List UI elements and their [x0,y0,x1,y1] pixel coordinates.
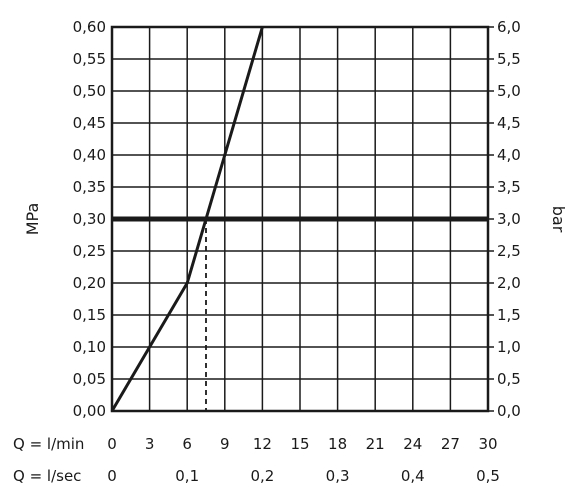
x-axis-lps-title: Q = l/sec [13,467,81,485]
x-axis-lps-tick-labels: 0 0,1 0,2 0,3 0,4 0,5 [107,467,500,485]
y-right-tick-label: 0,5 [497,370,521,388]
y-left-tick-label: 0,20 [73,274,106,292]
flow-curve [110,26,264,412]
x-lpm-tick-label: 18 [328,435,347,453]
x-lpm-tick-label: 21 [366,435,385,453]
x-lps-tick-label: 0,1 [175,467,199,485]
y-right-tick-label: 5,0 [497,82,521,100]
y-right-tick-label: 4,0 [497,146,521,164]
y-left-tick-label: 0,30 [73,210,106,228]
right-tick-marks [488,26,494,412]
y-right-tick-label: 1,0 [497,338,521,356]
right-axis-tick-labels: 0,0 0,5 1,0 1,5 2,0 2,5 3,0 3,5 4,0 4,5 5,0 5,5 6,0 [497,18,521,420]
x-axis-lpm-tick-labels: 0 3 6 9 12 15 18 21 24 27 30 [107,435,497,453]
x-lpm-tick-label: 0 [107,435,117,453]
left-axis-tick-labels: 0,00 0,05 0,10 0,15 0,20 0,25 0,30 0,35 0,40 0,45… [73,18,106,420]
y-left-tick-label: 0,50 [73,82,106,100]
x-lpm-tick-label: 30 [478,435,497,453]
y-left-tick-label: 0,40 [73,146,106,164]
y-left-tick-label: 0,55 [73,50,106,68]
y-axis-left-title: MPa [23,203,42,236]
y-left-tick-label: 0,60 [73,18,106,36]
x-lps-tick-label: 0,5 [476,467,500,485]
y-left-tick-label: 0,35 [73,178,106,196]
x-lps-tick-label: 0,4 [401,467,425,485]
y-right-tick-label: 0,0 [497,402,521,420]
y-axis-right-title: bar [549,206,568,233]
x-lpm-tick-label: 12 [253,435,272,453]
x-lpm-tick-label: 6 [182,435,192,453]
x-lpm-tick-label: 27 [441,435,460,453]
y-left-tick-label: 0,05 [73,370,106,388]
y-right-tick-label: 4,5 [497,114,521,132]
y-left-tick-label: 0,15 [73,306,106,324]
y-left-tick-label: 0,00 [73,402,106,420]
y-left-tick-label: 0,25 [73,242,106,260]
x-axis-lpm-title: Q = l/min [13,435,84,453]
y-right-tick-label: 6,0 [497,18,521,36]
y-right-tick-label: 3,5 [497,178,521,196]
y-right-tick-label: 2,0 [497,274,521,292]
x-lps-tick-label: 0 [107,467,117,485]
y-left-tick-label: 0,45 [73,114,106,132]
x-lpm-tick-label: 3 [145,435,155,453]
x-lps-tick-label: 0,2 [250,467,274,485]
y-right-tick-label: 2,5 [497,242,521,260]
x-lpm-tick-label: 24 [403,435,422,453]
x-lps-tick-label: 0,3 [326,467,350,485]
y-left-tick-label: 0,10 [73,338,106,356]
y-right-tick-label: 3,0 [497,210,521,228]
y-right-tick-label: 5,5 [497,50,521,68]
x-lpm-tick-label: 9 [220,435,230,453]
y-right-tick-label: 1,5 [497,306,521,324]
x-lpm-tick-label: 15 [290,435,309,453]
